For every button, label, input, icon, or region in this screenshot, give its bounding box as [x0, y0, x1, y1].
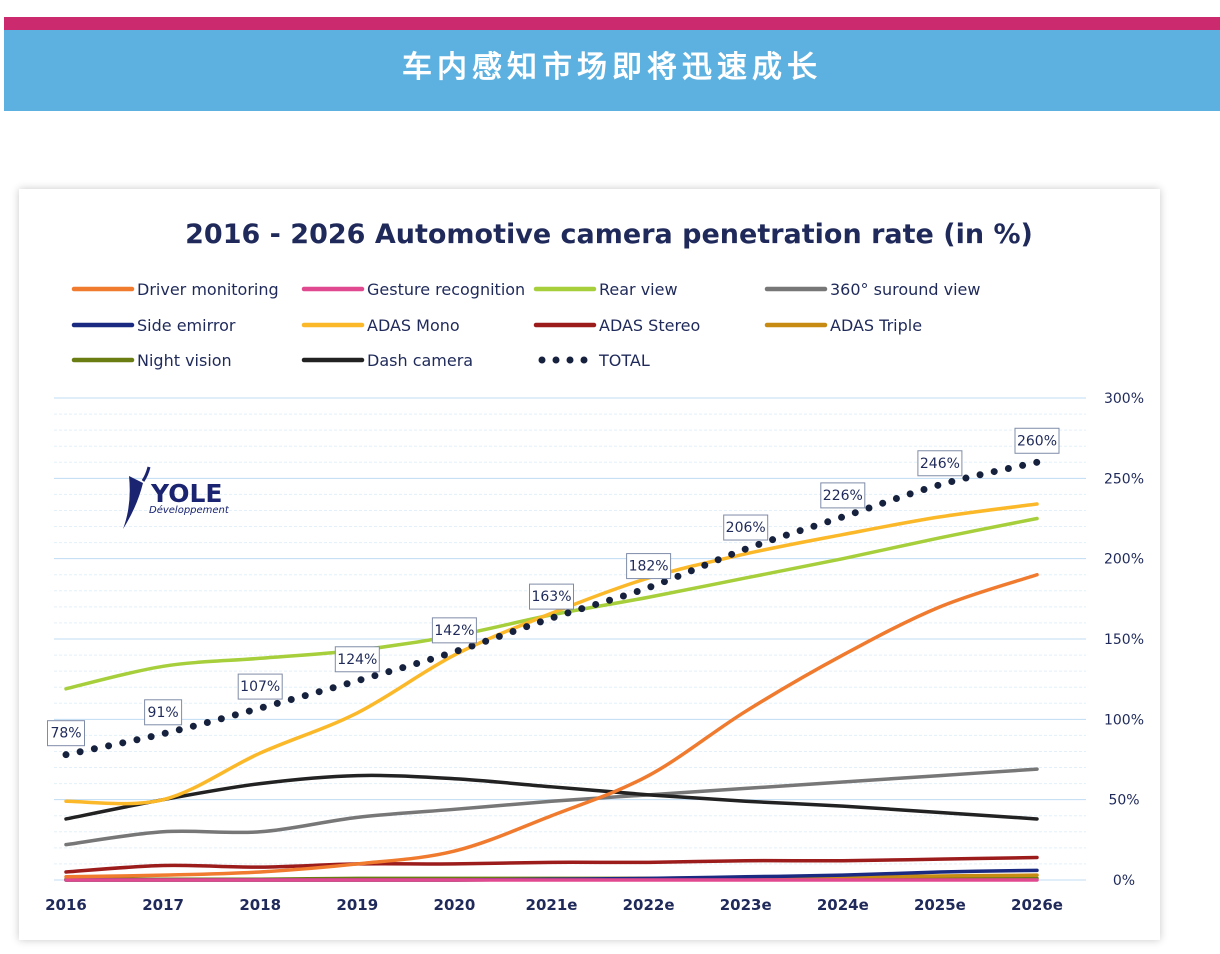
yole-logo: YOLE Développement: [123, 466, 230, 529]
legend-label: Driver monitoring: [137, 280, 279, 299]
x-tick-label: 2022e: [623, 896, 675, 914]
data-label: 226%: [823, 488, 863, 504]
x-tick-label: 2017: [142, 896, 184, 914]
chart-title: 2016 - 2026 Automotive camera penetratio…: [185, 219, 1033, 250]
legend-label: Rear view: [599, 280, 678, 299]
legend-item-total: TOTAL: [538, 351, 650, 370]
banner-title: 车内感知市场即将迅速成长: [402, 50, 822, 85]
x-tick-label: 2021e: [526, 896, 578, 914]
legend-item-360-suround-view: 360° suround view: [764, 280, 980, 299]
legend-swatch-dot: [566, 356, 574, 364]
data-label: 78%: [50, 726, 81, 742]
data-label: 124%: [337, 652, 377, 668]
penetration-rate-chart: 2016 - 2026 Automotive camera penetratio…: [45, 219, 1144, 914]
data-label: 142%: [434, 623, 474, 639]
logo-name: YOLE: [150, 479, 222, 508]
data-label-box: [431, 617, 477, 644]
logo-subtitle: Développement: [149, 504, 230, 516]
legend-item-side-emirror: Side emirror: [71, 316, 236, 335]
x-tick-label: 2016: [45, 896, 87, 914]
y-tick-label: 100%: [1104, 712, 1144, 728]
data-label-box: [723, 514, 769, 541]
legend-swatch-dot: [538, 356, 546, 364]
data-label: 163%: [531, 589, 571, 605]
data-label: 206%: [726, 520, 766, 536]
legend-swatch-dot: [552, 356, 560, 364]
data-label-box: [144, 699, 183, 726]
series-line-dash-camera: [64, 773, 1039, 821]
data-label: 91%: [148, 705, 179, 721]
chart-card: 2016 - 2026 Automotive camera penetratio…: [19, 189, 1160, 940]
legend-label: ADAS Stereo: [599, 316, 700, 335]
legend-label: TOTAL: [598, 351, 650, 370]
legend-label: ADAS Triple: [830, 316, 922, 335]
x-tick-label: 2023e: [720, 896, 772, 914]
banner-accent-stripe: [4, 17, 1220, 30]
legend-item-adas-stereo: ADAS Stereo: [533, 316, 700, 335]
banner: 车内感知市场即将迅速成长: [4, 30, 1220, 111]
data-label-box: [820, 482, 866, 509]
legend-label: Night vision: [137, 351, 232, 370]
legend-label: 360° suround view: [830, 280, 980, 299]
data-label: 246%: [920, 456, 960, 472]
legend-item-adas-triple: ADAS Triple: [764, 316, 922, 335]
legend-label: Side emirror: [137, 316, 236, 335]
series-line-total: [62, 458, 1041, 759]
series-line-adas-mono: [64, 502, 1039, 806]
legend-item-rear-view: Rear view: [533, 280, 678, 299]
series-line-360-suround-view: [64, 767, 1039, 847]
y-tick-label: 300%: [1104, 391, 1144, 407]
legend-label: Dash camera: [367, 351, 473, 370]
legend: Driver monitoring Gesture recognition Rear…: [71, 280, 980, 370]
data-label-box: [626, 553, 672, 580]
legend-item-gesture-recognition: Gesture recognition: [301, 280, 525, 299]
legend-item-adas-mono: ADAS Mono: [301, 316, 460, 335]
x-tick-label: 2025e: [914, 896, 966, 914]
data-label-box: [1014, 427, 1060, 454]
legend-item-dash-camera: Dash camera: [301, 351, 473, 370]
series-line-adas-stereo: [64, 855, 1039, 874]
data-label-box: [529, 583, 574, 610]
data-labels: 78% 91% 107% 124% 142% 163% 182% 206% 226% 246% 26…: [47, 427, 1060, 747]
y-tick-label: 0%: [1113, 873, 1135, 889]
y-tick-label: 150%: [1104, 632, 1144, 648]
data-label: 260%: [1017, 433, 1057, 449]
logo-swoosh-icon-2: [141, 466, 151, 482]
legend-label: ADAS Mono: [367, 316, 460, 335]
y-tick-label: 200%: [1104, 552, 1144, 568]
logo-swoosh-icon: [123, 476, 143, 529]
legend-label: Gesture recognition: [367, 280, 525, 299]
data-label-box: [237, 673, 283, 700]
legend-swatch-dot: [580, 356, 588, 364]
y-tick-label: 50%: [1108, 793, 1139, 809]
data-label-box: [917, 450, 963, 477]
series: [62, 458, 1041, 882]
legend-item-driver-monitoring: Driver monitoring: [71, 280, 279, 299]
legend-item-night-vision: Night vision: [71, 351, 232, 370]
x-tick-label: 2024e: [817, 896, 869, 914]
x-tick-label: 2018: [239, 896, 281, 914]
series-line-driver-monitoring: [64, 572, 1039, 879]
data-label: 182%: [629, 559, 669, 575]
x-tick-label: 2020: [434, 896, 476, 914]
data-label-box: [47, 720, 85, 747]
y-tick-label: 250%: [1104, 471, 1144, 487]
x-tick-label: 2026e: [1011, 896, 1063, 914]
x-tick-label: 2019: [336, 896, 378, 914]
data-label: 107%: [240, 679, 280, 695]
axes: 300% 250% 200% 150% 100% 50% 0% 2016 2017 2018 201…: [45, 391, 1144, 914]
data-label-box: [334, 646, 380, 673]
